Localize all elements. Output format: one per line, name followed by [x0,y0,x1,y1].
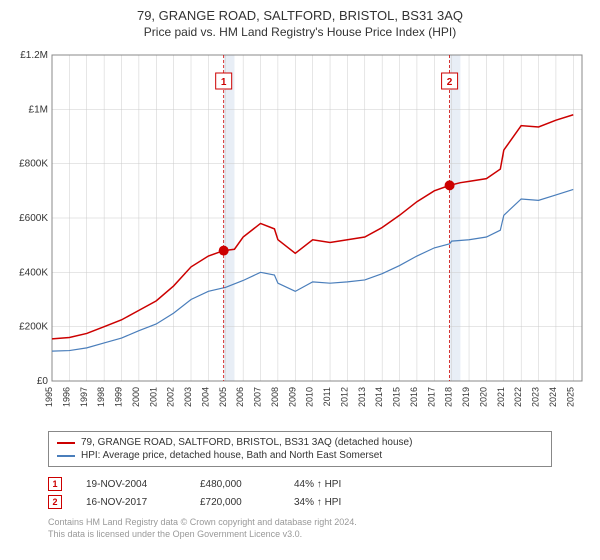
y-tick-label: £800K [19,159,48,170]
flag-label: 2 [447,77,453,88]
x-tick-label: 2014 [374,387,384,407]
legend-swatch [57,455,75,457]
x-tick-label: 2018 [444,387,454,407]
y-tick-label: £600K [19,213,48,224]
attribution: Contains HM Land Registry data © Crown c… [48,517,552,540]
sale-pct: 34% ↑ HPI [294,497,374,508]
x-tick-label: 2024 [548,387,558,407]
sale-row: 2 16-NOV-2017 £720,000 34% ↑ HPI [48,493,552,511]
x-tick-label: 2016 [409,387,419,407]
legend: 79, GRANGE ROAD, SALTFORD, BRISTOL, BS31… [48,431,552,467]
x-tick-label: 2008 [270,387,280,407]
sale-dot [445,180,455,190]
x-tick-label: 2000 [131,387,141,407]
chart-area: £0 £200K £400K £600K £800K £1M £1.2M 1995 1996 19… [8,45,592,425]
x-tick-label: 2010 [305,387,315,407]
x-tick-label: 2017 [426,387,436,407]
sales-table: 1 19-NOV-2004 £480,000 44% ↑ HPI 2 16-NOV-201… [48,475,552,511]
sale-price: £720,000 [200,497,270,508]
x-tick-label: 1995 [44,387,54,407]
x-tick-label: 2012 [339,387,349,407]
x-tick-label: 2023 [531,387,541,407]
x-tick-label: 2020 [478,387,488,407]
flag-label: 1 [221,77,227,88]
x-tick-label: 2004 [200,387,210,407]
x-tick-label: 2022 [513,387,523,407]
sale-date: 16-NOV-2017 [86,497,176,508]
x-tick-label: 1996 [61,387,71,407]
x-tick-label: 2001 [148,387,158,407]
x-tick-label: 2013 [357,387,367,407]
sale-marker: 1 [48,477,62,491]
x-tick-label: 1998 [96,387,106,407]
y-tick-label: £200K [19,322,48,333]
x-tick-label: 2021 [496,387,506,407]
legend-row: 79, GRANGE ROAD, SALTFORD, BRISTOL, BS31… [57,436,543,449]
sale-dot [219,246,229,256]
x-tick-label: 2019 [461,387,471,407]
chart-container: 79, GRANGE ROAD, SALTFORD, BRISTOL, BS31… [0,0,600,560]
x-tick-label: 2025 [565,387,575,407]
y-tick-label: £0 [37,376,49,387]
attribution-line1: Contains HM Land Registry data © Crown c… [48,517,552,529]
chart-title: 79, GRANGE ROAD, SALTFORD, BRISTOL, BS31… [8,8,592,23]
y-tick-label: £1M [29,104,48,115]
x-tick-label: 1999 [114,387,124,407]
x-tick-label: 1997 [79,387,89,407]
x-tick-label: 2011 [322,387,332,406]
line-chart: £0 £200K £400K £600K £800K £1M £1.2M 1995 1996 19… [8,45,592,425]
x-tick-label: 2002 [166,387,176,407]
y-tick-label: £1.2M [20,50,48,61]
sale-marker: 2 [48,495,62,509]
x-tick-label: 2005 [218,387,228,407]
sale-pct: 44% ↑ HPI [294,479,374,490]
sale-date: 19-NOV-2004 [86,479,176,490]
chart-subtitle: Price paid vs. HM Land Registry's House … [8,25,592,39]
x-tick-label: 2006 [235,387,245,407]
legend-label: HPI: Average price, detached house, Bath… [81,450,382,461]
legend-label: 79, GRANGE ROAD, SALTFORD, BRISTOL, BS31… [81,437,412,448]
x-tick-label: 2007 [253,387,263,407]
sale-row: 1 19-NOV-2004 £480,000 44% ↑ HPI [48,475,552,493]
y-tick-label: £400K [19,267,48,278]
legend-row: HPI: Average price, detached house, Bath… [57,449,543,462]
x-tick-label: 2009 [287,387,297,407]
x-tick-label: 2015 [392,387,402,407]
x-tick-label: 2003 [183,387,193,407]
sale-price: £480,000 [200,479,270,490]
attribution-line2: This data is licensed under the Open Gov… [48,529,552,541]
legend-swatch [57,442,75,444]
